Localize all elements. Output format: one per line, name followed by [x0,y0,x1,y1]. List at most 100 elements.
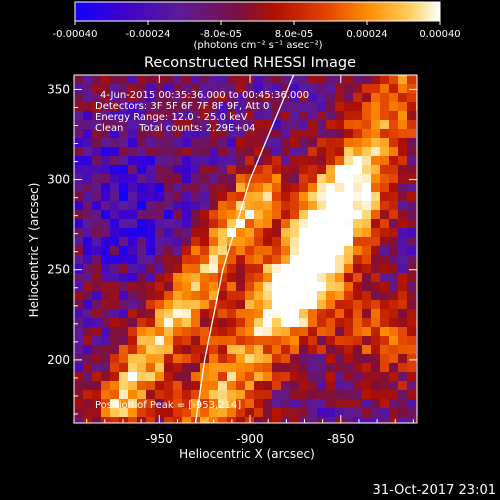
heatmap-cell [344,174,353,183]
heatmap-cell [308,300,317,309]
colorbar-unit-label: (photons cm⁻² s⁻¹ asec⁻²) [193,40,322,51]
heatmap-cell [263,300,272,309]
heatmap-cell [344,417,353,423]
heatmap-cell [110,318,119,327]
heatmap-cell [308,165,317,174]
heatmap-cell [218,201,227,210]
heatmap-cell [380,246,389,255]
heatmap-cell [335,174,344,183]
heatmap-cell [362,219,371,228]
heatmap-cell [308,336,317,345]
heatmap-cell [164,75,173,84]
heatmap-cell [74,291,83,300]
heatmap-cell [227,219,236,228]
heatmap-cell [344,201,353,210]
heatmap-cell [254,192,263,201]
heatmap-cell [335,417,344,423]
heatmap-cell [308,372,317,381]
heatmap-cell [119,138,128,147]
heatmap-cell [380,147,389,156]
heatmap-cell [164,282,173,291]
heatmap-cell [236,174,245,183]
heatmap-cell [299,210,308,219]
info-line-clean: Clean Total counts: 2.29E+04 [95,123,255,134]
heatmap-cell [263,318,272,327]
heatmap-cell [335,363,344,372]
heatmap-cell [236,93,245,102]
heatmap-cell [380,237,389,246]
heatmap-cell [110,156,119,165]
heatmap-cell [272,201,281,210]
heatmap-cell [407,390,416,399]
heatmap-cell [290,300,299,309]
heatmap-cell [380,174,389,183]
heatmap-cell [308,255,317,264]
heatmap-cell [254,408,263,417]
heatmap-cell [101,93,110,102]
heatmap-cell [263,399,272,408]
heatmap-cell [164,273,173,282]
heatmap-cell [218,111,227,120]
heatmap-cell [407,93,416,102]
heatmap-cell [137,129,146,138]
heatmap-cell [173,282,182,291]
heatmap-cell [74,246,83,255]
heatmap-cell [83,309,92,318]
heatmap-cell [353,264,362,273]
heatmap-cell [308,75,317,84]
heatmap-cell [182,84,191,93]
heatmap-cell [335,75,344,84]
heatmap-cell [209,156,218,165]
heatmap-cell [209,363,218,372]
heatmap-cell [92,129,101,138]
heatmap-cell [281,255,290,264]
heatmap-cell [371,228,380,237]
heatmap-cell [407,327,416,336]
heatmap-cell [119,183,128,192]
heatmap-cell [236,309,245,318]
heatmap-cell [335,354,344,363]
heatmap-cell [191,201,200,210]
heatmap-cell [371,120,380,129]
heatmap-cell [227,273,236,282]
heatmap-cell [101,417,110,423]
x-tick-label: -900 [236,432,263,446]
heatmap-cell [101,201,110,210]
heatmap-cell [200,390,209,399]
heatmap-cell [245,354,254,363]
heatmap-cell [209,318,218,327]
heatmap-cell [290,165,299,174]
heatmap-cell [362,201,371,210]
heatmap-cell [164,246,173,255]
heatmap-cell [92,228,101,237]
heatmap-cell [200,210,209,219]
heatmap-cell [389,291,398,300]
heatmap-cell [317,327,326,336]
heatmap-cell [407,192,416,201]
heatmap-cell [317,390,326,399]
heatmap-cell [281,93,290,102]
heatmap-cell [380,354,389,363]
heatmap-cell [227,309,236,318]
heatmap-cell [209,138,218,147]
heatmap-cell [227,201,236,210]
heatmap-cell [272,336,281,345]
heatmap-cell [290,255,299,264]
heatmap-cell [137,102,146,111]
heatmap-cell [281,363,290,372]
heatmap-cell [371,417,380,423]
heatmap-cell [92,336,101,345]
heatmap-cell [326,264,335,273]
heatmap-cell [128,192,137,201]
heatmap-cell [389,381,398,390]
heatmap-cell [83,102,92,111]
heatmap-cell [74,210,83,219]
heatmap-cell [227,228,236,237]
heatmap-cell [200,372,209,381]
colorbar-tick-label: 0.00024 [346,29,387,40]
y-tick-label: 200 [47,353,70,367]
heatmap-cell [227,363,236,372]
heatmap-cell [398,327,407,336]
heatmap-cell [272,210,281,219]
heatmap-cell [353,408,362,417]
